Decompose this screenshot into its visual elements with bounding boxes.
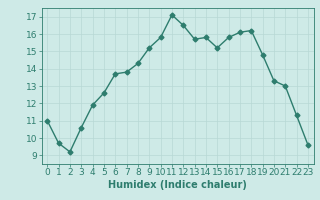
X-axis label: Humidex (Indice chaleur): Humidex (Indice chaleur) <box>108 180 247 190</box>
